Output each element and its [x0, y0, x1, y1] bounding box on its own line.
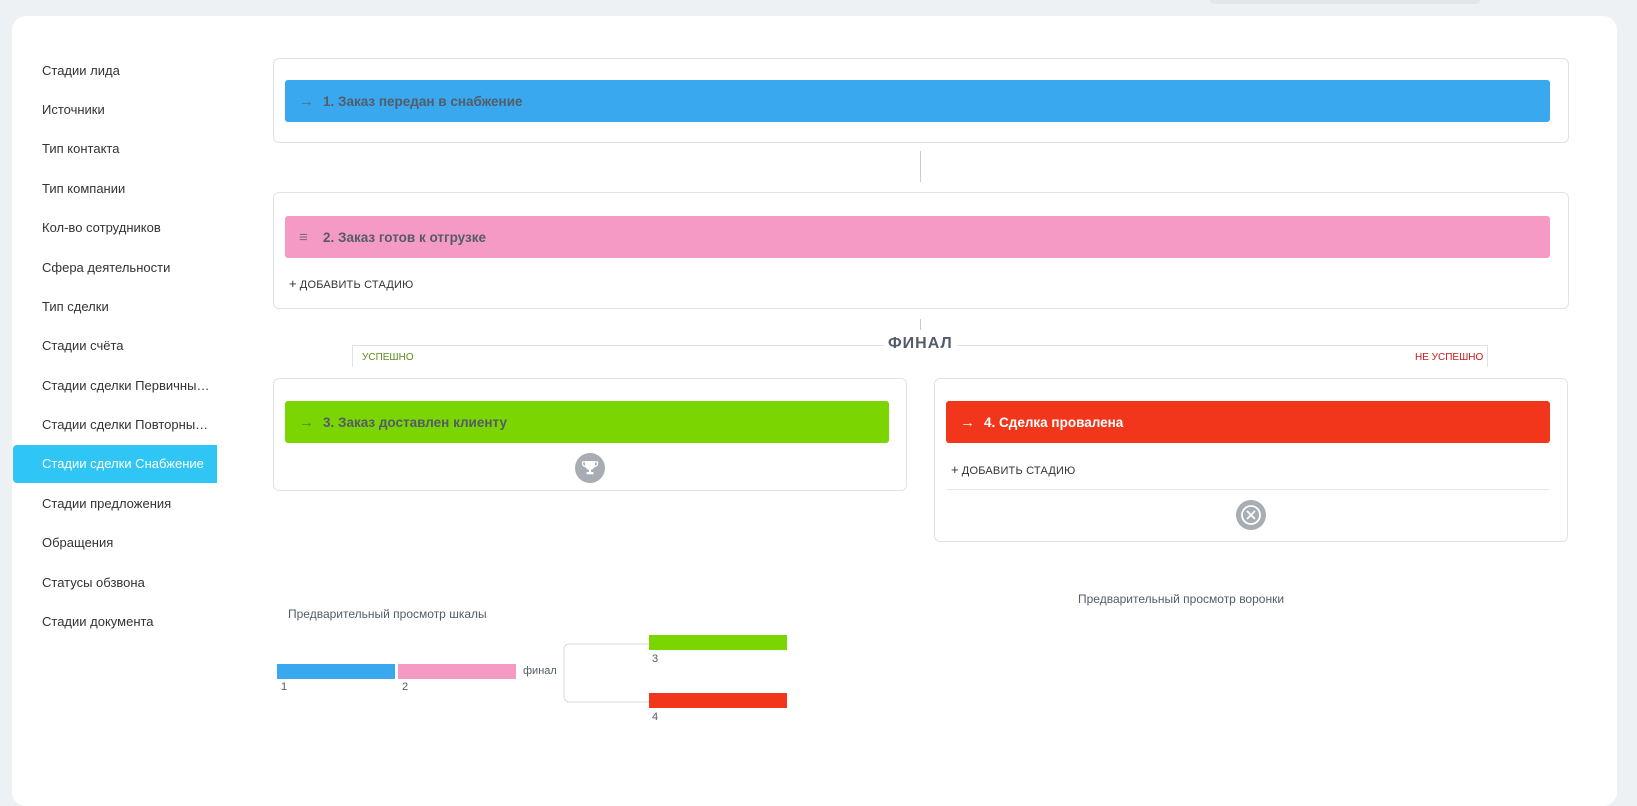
scale-num-1: 1 — [281, 681, 288, 693]
add-stage-label: ДОБАВИТЬ СТАДИЮ — [299, 279, 414, 291]
scale-final-word: финал — [523, 665, 557, 677]
plus-icon: + — [951, 462, 959, 477]
cancel-circle-icon — [1236, 500, 1266, 530]
success-label: УСПЕШНО — [362, 352, 414, 363]
sidebar-item-company-type[interactable]: Тип компании — [42, 181, 126, 196]
add-stage-label: ДОБАВИТЬ СТАДИЮ — [961, 465, 1076, 477]
arrow-right-icon: → — [960, 413, 975, 431]
scale-bar-3 — [649, 635, 787, 650]
arrow-right-icon: → — [299, 92, 314, 110]
add-stage-button[interactable]: + ДОБАВИТЬ СТАДИЮ — [289, 276, 413, 291]
scale-num-4: 4 — [652, 711, 659, 723]
stage-2-label: 2. Заказ готов к отгрузке — [323, 229, 486, 245]
final-tick-right — [1487, 345, 1488, 367]
stage-3-label: 3. Заказ доставлен клиенту — [323, 414, 507, 430]
sidebar-item-sources[interactable]: Источники — [42, 102, 105, 117]
top-strip — [1210, 0, 1480, 4]
sidebar-item-industry[interactable]: Сфера деятельности — [42, 260, 171, 275]
sidebar-item-document-stages[interactable]: Стадии документа — [42, 614, 154, 629]
sidebar-item-deal-stages-repeat[interactable]: Стадии сделки Повторные ... — [42, 417, 213, 432]
add-stage-button-fail[interactable]: + ДОБАВИТЬ СТАДИЮ — [951, 462, 1075, 477]
final-tick-left — [352, 345, 353, 367]
sidebar-item-contact-type[interactable]: Тип контакта — [42, 141, 120, 156]
scale-preview-label: Предварительный просмотр шкалы — [288, 607, 487, 621]
stage-3[interactable]: → 3. Заказ доставлен клиенту — [285, 401, 889, 443]
sidebar-item-deal-stages-primary[interactable]: Стадии сделки Первичные ... — [42, 378, 213, 393]
sidebar-item-deal-type[interactable]: Тип сделки — [42, 299, 109, 314]
fail-divider — [946, 489, 1550, 490]
connector-line-final — [920, 319, 921, 330]
final-title: ФИНАЛ — [884, 335, 957, 353]
sidebar-item-offer-stages[interactable]: Стадии предложения — [42, 496, 172, 511]
scale-bar-2 — [398, 664, 516, 679]
arrow-right-icon: → — [299, 413, 314, 431]
sidebar-item-requests[interactable]: Обращения — [42, 535, 114, 550]
plus-icon: + — [289, 276, 297, 291]
fail-label: НЕ УСПЕШНО — [1415, 352, 1484, 363]
scale-bar-4 — [649, 693, 787, 708]
scale-bar-1 — [277, 664, 395, 679]
scale-num-2: 2 — [402, 681, 409, 693]
scale-num-3: 3 — [652, 653, 659, 665]
scale-branch-lines — [563, 643, 649, 703]
funnel-preview-label: Предварительный просмотр воронки — [1078, 592, 1285, 606]
stage-1-label: 1. Заказ передан в снабжение — [323, 93, 523, 109]
sidebar-item-invoice-stages[interactable]: Стадии счёта — [42, 338, 124, 353]
connector-line — [920, 151, 921, 182]
sidebar-item-employees[interactable]: Кол-во сотрудников — [42, 220, 161, 235]
sidebar-item-deal-stages-supply[interactable]: Стадии сделки Снабжение — [13, 445, 217, 483]
trophy-icon — [575, 453, 605, 483]
stage-4[interactable]: → 4. Сделка провалена — [946, 401, 1550, 443]
stage-2[interactable]: ≡ 2. Заказ готов к отгрузке — [285, 216, 1550, 258]
sidebar-item-call-statuses[interactable]: Статусы обзвона — [42, 575, 145, 590]
stage-4-label: 4. Сделка провалена — [984, 414, 1124, 430]
drag-handle-icon[interactable]: ≡ — [299, 228, 308, 246]
sidebar-item-lead-stages[interactable]: Стадии лида — [42, 63, 120, 78]
stage-1[interactable]: → 1. Заказ передан в снабжение — [285, 80, 1550, 122]
